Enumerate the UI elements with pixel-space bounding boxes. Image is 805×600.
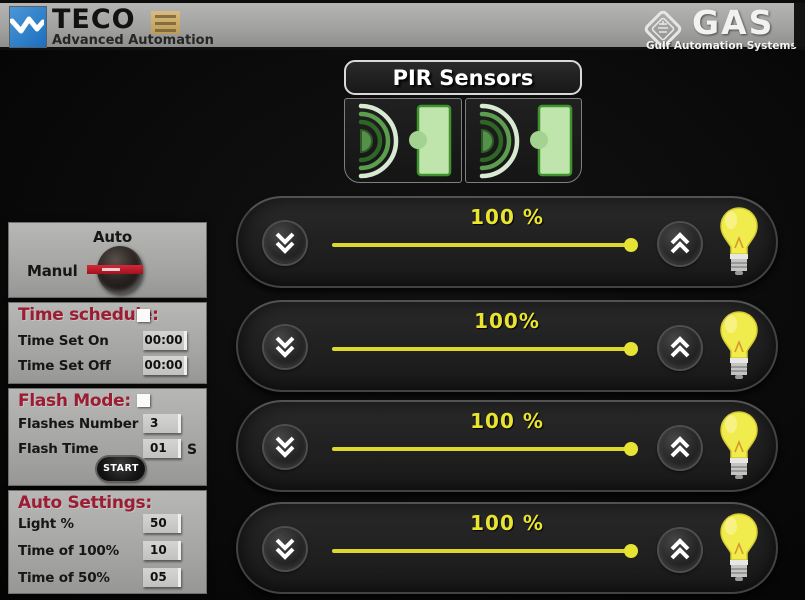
light-channel-1: 100 % bbox=[236, 196, 778, 288]
light-percent-label: Light % bbox=[18, 516, 74, 532]
flash-mode-section: Flash Mode: Flashes Number 3 Flash Time … bbox=[8, 388, 207, 486]
time-set-off-label: Time Set Off bbox=[18, 358, 111, 374]
auto-mode-label: Auto bbox=[93, 228, 132, 246]
pir-sensor-1 bbox=[344, 98, 462, 183]
level-slider-track[interactable] bbox=[332, 243, 632, 247]
time-of-50-field[interactable]: 05 bbox=[143, 568, 181, 587]
light-channel-4: 100 % bbox=[236, 502, 778, 594]
level-slider-handle[interactable] bbox=[624, 238, 638, 252]
light-percent-field[interactable]: 50 bbox=[143, 514, 181, 533]
chevron-double-up-icon bbox=[670, 336, 690, 358]
dim-up-button[interactable] bbox=[659, 427, 701, 469]
chevron-double-up-icon bbox=[670, 436, 690, 458]
time-of-50-label: Time of 50% bbox=[18, 570, 110, 586]
dim-down-button[interactable] bbox=[264, 528, 306, 570]
chevron-double-up-icon bbox=[670, 232, 690, 254]
flash-time-field[interactable]: 01 bbox=[143, 439, 181, 458]
time-of-100-field[interactable]: 10 bbox=[143, 541, 181, 560]
pir-wave-icon bbox=[358, 103, 452, 179]
level-slider-handle[interactable] bbox=[624, 442, 638, 456]
light-channel-3: 100 % bbox=[236, 400, 778, 492]
level-slider-handle[interactable] bbox=[624, 342, 638, 356]
time-schedule-section: Time schedule: Time Set On 00:00 Time Se… bbox=[8, 302, 207, 384]
flash-mode-title: Flash Mode: bbox=[18, 391, 131, 411]
light-bulb-icon bbox=[717, 206, 761, 284]
time-schedule-checkbox[interactable] bbox=[137, 309, 150, 322]
flash-time-label: Flash Time bbox=[18, 441, 99, 457]
pir-title-label: PIR Sensors bbox=[392, 65, 534, 90]
teco-subtitle: Advanced Automation bbox=[52, 33, 214, 48]
time-schedule-title: Time schedule: bbox=[18, 305, 159, 325]
auto-settings-title: Auto Settings: bbox=[18, 493, 152, 513]
level-slider-handle[interactable] bbox=[624, 544, 638, 558]
dim-up-button[interactable] bbox=[659, 327, 701, 369]
dim-down-button[interactable] bbox=[264, 426, 306, 468]
light-bulb-icon bbox=[717, 410, 761, 488]
pir-sensor-2 bbox=[464, 98, 582, 183]
chevron-double-down-icon bbox=[275, 436, 295, 458]
channel-percent: 100 % bbox=[470, 511, 544, 535]
teco-zigzag-icon bbox=[9, 6, 47, 48]
channel-percent: 100 % bbox=[470, 205, 544, 229]
auto-settings-section: Auto Settings: Light % 50 Time of 100% 1… bbox=[8, 490, 207, 594]
pir-panel-title: PIR Sensors bbox=[344, 60, 582, 95]
manual-mode-label: Manul bbox=[27, 262, 78, 280]
teco-logo-text: TECO bbox=[52, 4, 136, 35]
chevron-double-up-icon bbox=[670, 538, 690, 560]
light-bulb-icon bbox=[717, 310, 761, 388]
mode-toggle-lever[interactable] bbox=[87, 265, 143, 274]
level-slider-track[interactable] bbox=[332, 447, 632, 451]
chevron-double-down-icon bbox=[275, 232, 295, 254]
level-slider-track[interactable] bbox=[332, 347, 632, 351]
dim-down-button[interactable] bbox=[264, 222, 306, 264]
header-bar: TECO Advanced Automation GAS Gulf Automa… bbox=[0, 0, 805, 52]
chevron-double-down-icon bbox=[275, 336, 295, 358]
dim-up-button[interactable] bbox=[659, 223, 701, 265]
chevron-double-down-icon bbox=[275, 538, 295, 560]
channel-percent: 100 % bbox=[470, 409, 544, 433]
dim-down-button[interactable] bbox=[264, 326, 306, 368]
teco-badge-icon bbox=[151, 11, 180, 34]
time-set-off-field[interactable]: 00:00 bbox=[143, 356, 187, 375]
pir-sensor-group bbox=[344, 98, 582, 183]
gas-subtitle: Gulf Automation Systems bbox=[646, 40, 797, 52]
pir-wave-icon bbox=[479, 103, 572, 179]
flashes-number-label: Flashes Number bbox=[18, 416, 139, 432]
dim-up-button[interactable] bbox=[659, 529, 701, 571]
light-bulb-icon bbox=[717, 512, 761, 590]
flash-mode-checkbox[interactable] bbox=[137, 394, 150, 407]
start-button[interactable]: START bbox=[97, 457, 145, 481]
time-set-on-field[interactable]: 00:00 bbox=[143, 331, 187, 350]
time-set-on-label: Time Set On bbox=[18, 333, 109, 349]
flash-time-unit: S bbox=[187, 442, 198, 458]
flashes-number-field[interactable]: 3 bbox=[143, 414, 181, 433]
time-of-100-label: Time of 100% bbox=[18, 543, 119, 559]
mode-section: Auto Manul bbox=[8, 222, 207, 298]
level-slider-track[interactable] bbox=[332, 549, 632, 553]
light-channel-2: 100% bbox=[236, 300, 778, 392]
gas-logo-text: GAS bbox=[692, 3, 775, 42]
header-edge-strip bbox=[794, 3, 805, 47]
gas-diamond-icon bbox=[641, 7, 685, 51]
channel-percent: 100% bbox=[474, 309, 540, 333]
